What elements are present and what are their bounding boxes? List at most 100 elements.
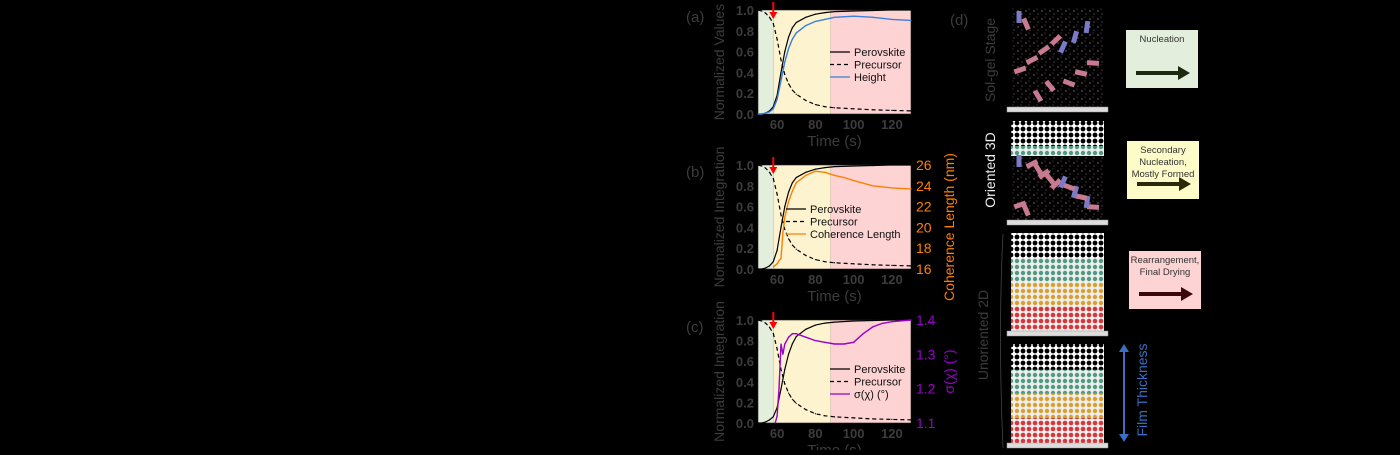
data-point: [788, 200, 790, 202]
data-point: [778, 388, 780, 390]
data-point: [784, 61, 786, 63]
data-point: [788, 238, 790, 240]
data-point: [795, 176, 797, 179]
data-point: [805, 25, 807, 27]
data-point: [814, 413, 816, 415]
step-label: Nucleation,: [1139, 157, 1187, 168]
plot-frame: [757, 319, 912, 424]
charts-group: 60 80 100 120 0.0 0.2 0.4 0.6 0.8 1.0 Time (s) Norm…: [686, 2, 957, 455]
chart-panel-2: 60 80 100 120 0.0 0.2 0.4 0.6 0.8 1.0 Time (s) Norm…: [686, 147, 957, 305]
x-tick-label: 120: [881, 117, 903, 132]
data-point: [795, 333, 797, 335]
data-point: [805, 171, 807, 173]
data-point: [843, 176, 845, 179]
y-axis-label: Normalized Integration: [711, 301, 727, 442]
data-point: [774, 422, 776, 424]
data-point: [853, 341, 855, 343]
data-point: [824, 341, 826, 343]
data-point: [795, 21, 797, 24]
data-point: [795, 402, 797, 405]
substrate: [1006, 442, 1109, 449]
data-point: [833, 416, 836, 418]
y-tick-label: 1.0: [736, 3, 754, 18]
data-point: [782, 232, 784, 234]
brace: [1000, 233, 1004, 449]
data-point: [824, 106, 826, 108]
data-point: [910, 110, 912, 112]
data-point: [791, 38, 794, 40]
data-point: [824, 322, 826, 324]
red-arrow-head-icon: [769, 322, 778, 329]
data-point: [768, 419, 771, 421]
data-point: [765, 12, 767, 14]
substrate: [1006, 219, 1109, 226]
panel-label: (d): [950, 12, 968, 29]
y-tick-label: 0.2: [736, 395, 754, 410]
y-tick-label: 0.2: [736, 86, 754, 101]
data-point: [780, 343, 782, 345]
y-tick-label: 0.4: [736, 65, 755, 80]
film-thickness-label: Film Thickness: [1134, 343, 1150, 436]
legend-label: Height: [854, 72, 886, 84]
data-point: [765, 112, 767, 114]
data-point: [824, 12, 826, 14]
data-point: [791, 343, 794, 345]
stage-label: Sol-gel Stage: [982, 18, 998, 102]
data-point: [780, 59, 782, 61]
data-point: [776, 38, 778, 40]
precursor-crystal: [1049, 34, 1063, 46]
data-point: [795, 335, 797, 338]
data-point: [910, 19, 912, 21]
data-point: [891, 187, 893, 189]
arrow-shaft-icon: [1136, 71, 1180, 75]
right-y-tick-label: 24: [916, 178, 932, 194]
data-point: [757, 113, 759, 115]
data-point: [776, 415, 778, 417]
data-point: [872, 9, 874, 12]
film-schematic-2: [1006, 121, 1109, 226]
data-point: [833, 174, 836, 176]
data-point: [872, 185, 874, 187]
data-point: [791, 398, 794, 400]
data-point: [853, 320, 855, 322]
right-y-tick-label: 1.2: [916, 381, 936, 397]
right-y-tick-label: 18: [916, 240, 932, 256]
film-schematic-4: [1006, 344, 1109, 449]
green-layer: [1011, 146, 1104, 156]
plot-frame: [757, 9, 912, 115]
red-arrow-head-icon: [769, 167, 778, 174]
arrow-shaft-icon: [1139, 292, 1183, 296]
data-point: [765, 267, 767, 269]
data-point: [872, 418, 874, 420]
panel-label: (c): [686, 319, 704, 336]
step-label: Secondary: [1140, 145, 1186, 156]
shaded-region: [830, 10, 911, 114]
film-schematic-3: [1006, 233, 1109, 337]
data-point: [788, 392, 790, 394]
precursor-crystal: [1016, 11, 1022, 23]
data-point: [784, 51, 786, 53]
data-point: [872, 326, 874, 328]
chart-panel-3: 60 80 100 120 0.0 0.2 0.4 0.6 0.8 1.0 Time (s) Norm…: [686, 301, 957, 455]
x-tick-label: 60: [770, 117, 784, 132]
step-label: Mostly Formed: [1132, 169, 1195, 180]
data-point: [784, 73, 786, 76]
data-point: [910, 188, 912, 190]
precursor-crystal: [1021, 17, 1031, 31]
data-point: [772, 266, 774, 268]
step-label: Final Drying: [1140, 267, 1191, 278]
shaded-region: [830, 320, 911, 423]
data-point: [872, 264, 874, 266]
precursor-crystal: [1021, 203, 1031, 217]
precursor-crystal: [1074, 69, 1088, 77]
data-point: [778, 260, 780, 262]
data-point: [814, 104, 816, 106]
data-point: [791, 89, 794, 91]
data-point: [765, 421, 767, 423]
precursor-crystal: [1083, 20, 1091, 34]
data-point: [872, 164, 874, 167]
y-axis-label: Normalized Values: [711, 4, 727, 120]
data-point: [780, 226, 782, 228]
data-point: [814, 324, 816, 326]
gold-layer: [1011, 282, 1104, 307]
